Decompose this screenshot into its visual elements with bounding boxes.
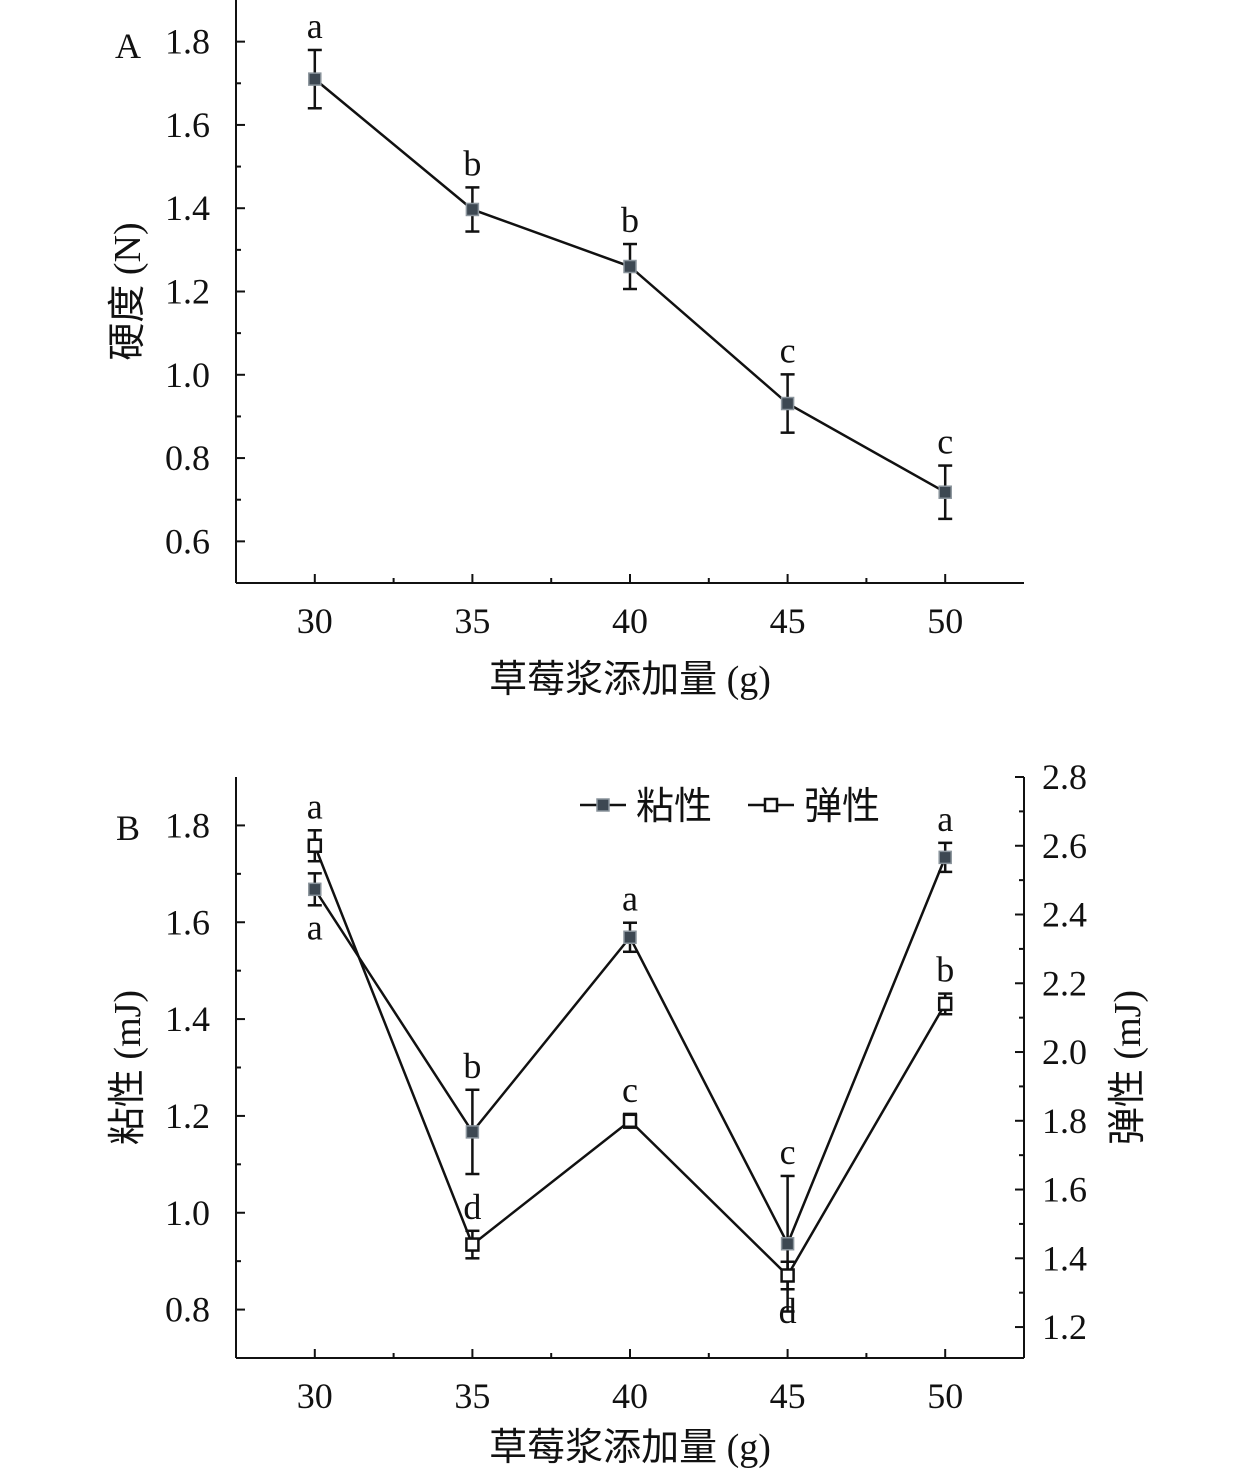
y-tick-label: 1.4 [165, 999, 210, 1039]
y-tick-label: 1.0 [165, 1193, 210, 1233]
x-axis-label: 草莓浆添加量 (g) [489, 659, 771, 701]
y-tick-label: 1.2 [165, 1096, 210, 1136]
y-tick-label: 0.8 [165, 1290, 210, 1330]
data-point-硬度 [780, 396, 795, 411]
data-point-粘性 [308, 882, 322, 897]
y-tick-label: 0.6 [165, 521, 210, 561]
legend-marker [596, 798, 610, 812]
significance-letter: b [463, 1046, 481, 1086]
panel-label: B [116, 808, 140, 848]
significance-letter: a [307, 907, 323, 947]
significance-letter: b [621, 200, 639, 240]
significance-letter: d [463, 1187, 481, 1227]
data-point-硬度 [623, 259, 637, 274]
data-point-弹性 [780, 1268, 795, 1283]
x-tick-label: 35 [454, 1376, 490, 1416]
x-tick-label: 50 [927, 601, 963, 641]
significance-letter: c [937, 422, 953, 462]
y-tick-label: 1.8 [165, 22, 210, 62]
y-right-tick-label: 1.2 [1042, 1307, 1087, 1347]
data-point-弹性 [465, 1237, 480, 1252]
y-axis-label: 硬度 (N) [107, 222, 149, 360]
x-tick-label: 45 [770, 601, 806, 641]
data-point-硬度 [465, 202, 480, 217]
y-tick-label: 1.4 [165, 188, 210, 228]
y-tick-label: 1.0 [165, 355, 210, 395]
significance-letter: a [622, 879, 638, 919]
data-point-弹性 [622, 1113, 638, 1129]
significance-letter: d [779, 1291, 797, 1331]
significance-letter: b [463, 143, 481, 183]
x-tick-label: 40 [612, 1376, 648, 1416]
y-axis-right-label: 弹性 (mJ) [1107, 990, 1149, 1145]
y-right-tick-label: 2.8 [1042, 757, 1087, 797]
significance-letter: c [780, 1132, 796, 1172]
legend-label: 粘性 [636, 786, 712, 828]
legend-marker [763, 797, 779, 813]
y-tick-label: 1.2 [165, 272, 210, 312]
data-point-弹性 [937, 996, 953, 1012]
data-point-粘性 [623, 930, 637, 945]
data-point-硬度 [308, 72, 322, 86]
significance-letter: c [780, 330, 796, 370]
data-point-粘性 [780, 1236, 795, 1251]
x-tick-label: 45 [770, 1376, 806, 1416]
y-right-tick-label: 2.6 [1042, 826, 1087, 866]
significance-letter: c [622, 1070, 638, 1110]
legend-label: 弹性 [804, 786, 880, 828]
x-tick-label: 30 [297, 601, 333, 641]
y-right-tick-label: 2.4 [1042, 895, 1087, 935]
y-tick-label: 1.8 [165, 805, 210, 845]
panel-label: A [115, 26, 141, 66]
y-right-tick-label: 2.2 [1042, 963, 1087, 1003]
data-point-粘性 [938, 850, 952, 865]
significance-letter: a [937, 799, 953, 839]
y-right-tick-label: 2.0 [1042, 1032, 1087, 1072]
data-point-硬度 [938, 485, 952, 499]
y-tick-label: 1.6 [165, 902, 210, 942]
y-tick-label: 1.6 [165, 105, 210, 145]
significance-letter: a [307, 786, 323, 826]
significance-letter: a [307, 6, 323, 46]
x-tick-label: 40 [612, 601, 648, 641]
data-point-弹性 [307, 838, 323, 854]
x-axis-label: 草莓浆添加量 (g) [489, 1427, 771, 1469]
x-tick-label: 30 [297, 1376, 333, 1416]
data-point-粘性 [465, 1125, 480, 1139]
x-tick-label: 35 [454, 601, 490, 641]
y-tick-label: 0.8 [165, 438, 210, 478]
y-axis-label: 粘性 (mJ) [107, 990, 149, 1145]
y-right-tick-label: 1.8 [1042, 1101, 1087, 1141]
significance-letter: b [936, 950, 954, 990]
x-tick-label: 50 [927, 1376, 963, 1416]
y-right-tick-label: 1.6 [1042, 1170, 1087, 1210]
y-right-tick-label: 1.4 [1042, 1238, 1087, 1278]
